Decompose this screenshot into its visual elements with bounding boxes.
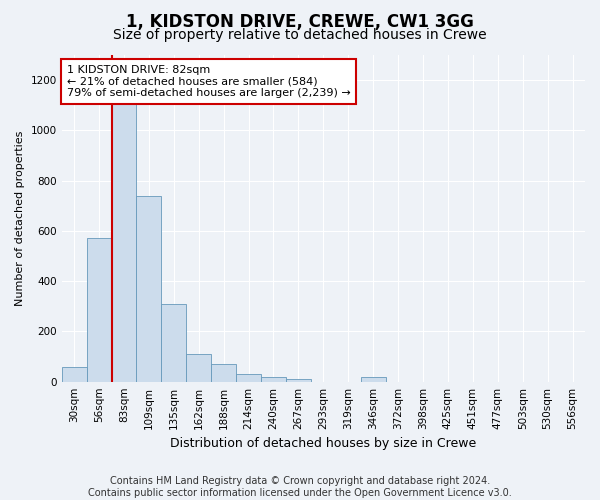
Bar <box>361 376 386 382</box>
Text: Contains HM Land Registry data © Crown copyright and database right 2024.
Contai: Contains HM Land Registry data © Crown c… <box>88 476 512 498</box>
Text: 1 KIDSTON DRIVE: 82sqm
← 21% of detached houses are smaller (584)
79% of semi-de: 1 KIDSTON DRIVE: 82sqm ← 21% of detached… <box>67 65 350 98</box>
Text: Size of property relative to detached houses in Crewe: Size of property relative to detached ho… <box>113 28 487 42</box>
Y-axis label: Number of detached properties: Number of detached properties <box>15 130 25 306</box>
Bar <box>161 304 186 382</box>
Bar <box>211 364 236 382</box>
Bar <box>186 354 211 382</box>
Bar <box>112 80 136 382</box>
Bar <box>261 376 286 382</box>
Text: 1, KIDSTON DRIVE, CREWE, CW1 3GG: 1, KIDSTON DRIVE, CREWE, CW1 3GG <box>126 12 474 30</box>
X-axis label: Distribution of detached houses by size in Crewe: Distribution of detached houses by size … <box>170 437 476 450</box>
Bar <box>62 368 86 382</box>
Bar <box>136 196 161 382</box>
Bar <box>86 238 112 382</box>
Bar <box>286 379 311 382</box>
Bar <box>236 374 261 382</box>
